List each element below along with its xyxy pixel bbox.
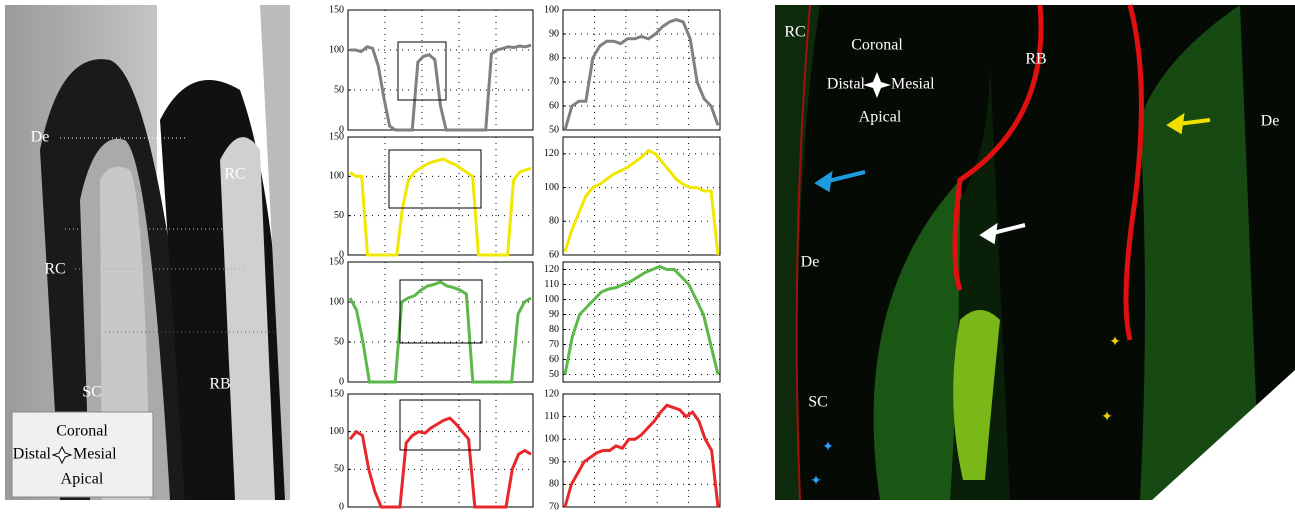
y-tick-label: 90 [549, 456, 559, 467]
zoom-box [399, 279, 483, 344]
image-label: De [206, 61, 225, 78]
y-tick-label: 60 [549, 100, 559, 111]
image-label: Distal [13, 446, 52, 463]
image-label: Mesial [73, 446, 117, 463]
image-label: 200 μm [1208, 456, 1258, 473]
image-label: Coronal [851, 37, 903, 54]
y-tick-label: 60 [549, 249, 559, 260]
image-label: Distal [827, 76, 866, 93]
plot-frame [562, 393, 721, 508]
y-tick-label: 100 [329, 426, 344, 437]
y-tick-label: 100 [544, 433, 559, 444]
y-tick-label: 80 [549, 324, 559, 335]
y-tick-label: 150 [329, 256, 344, 267]
line [563, 403, 720, 508]
y-tick-label: 80 [549, 479, 559, 490]
y-tick-label: 80 [549, 52, 559, 63]
y-tick-label: 120 [544, 388, 559, 399]
y-tick-label: 100 [329, 44, 344, 55]
y-tick-label: 50 [334, 464, 344, 475]
line [350, 43, 532, 132]
svg-text:✦: ✦ [810, 474, 822, 489]
y-tick-label: 0 [339, 501, 344, 511]
plot-frame [562, 261, 721, 383]
y-tick-label: 110 [544, 411, 559, 422]
zoom-box [397, 41, 447, 101]
y-tick-label: 150 [329, 131, 344, 142]
image-label: De [31, 129, 50, 146]
y-tick-label: 0 [339, 249, 344, 260]
fluorescence-image: ✦ ✦ ✦ ✦ [775, 4, 1295, 511]
y-tick-label: 50 [334, 84, 344, 95]
zoom-box [399, 399, 481, 451]
y-tick-label: 50 [549, 369, 559, 380]
y-tick-label: 110 [544, 279, 559, 290]
line [349, 157, 532, 257]
line [348, 280, 532, 384]
y-tick-label: 50 [549, 124, 559, 135]
y-tick-label: 100 [544, 182, 559, 193]
line [563, 148, 720, 256]
ct-image [5, 5, 290, 500]
y-tick-label: 100 [329, 171, 344, 182]
y-tick-label: 100 [329, 296, 344, 307]
y-tick-label: 50 [334, 210, 344, 221]
y-tick-label: 90 [549, 28, 559, 39]
y-tick-label: 70 [549, 339, 559, 350]
y-tick-label: 150 [329, 4, 344, 15]
image-label: Mesial [891, 76, 935, 93]
svg-text:✦: ✦ [822, 440, 834, 455]
image-label: RC [44, 261, 65, 278]
y-tick-label: 120 [544, 264, 559, 275]
image-label: De [1261, 113, 1280, 130]
image-label: De [801, 254, 820, 271]
y-tick-label: 0 [339, 376, 344, 387]
y-tick-label: 120 [544, 148, 559, 159]
plot-frame [347, 136, 534, 256]
image-label: RB [1025, 51, 1046, 68]
image-label: Coronal [56, 423, 108, 440]
y-tick-label: 100 [544, 4, 559, 15]
y-tick-label: 90 [549, 309, 559, 320]
image-label: Apical [61, 471, 104, 488]
y-tick-label: 70 [549, 501, 559, 511]
zoom-box [388, 149, 482, 209]
image-label: RC [224, 166, 245, 183]
image-label: RC [784, 24, 805, 41]
image-label: RB [209, 376, 230, 393]
y-tick-label: 150 [329, 388, 344, 399]
y-tick-label: 80 [549, 216, 559, 227]
line [348, 416, 532, 509]
svg-text:✦: ✦ [1101, 410, 1113, 425]
y-tick-label: 50 [334, 336, 344, 347]
line [563, 264, 720, 375]
line [563, 18, 720, 131]
svg-text:✦: ✦ [1109, 335, 1121, 350]
y-tick-label: 70 [549, 76, 559, 87]
image-label: SC [82, 384, 102, 401]
y-tick-label: 60 [549, 354, 559, 365]
image-label: SC [808, 394, 828, 411]
y-tick-label: 100 [544, 294, 559, 305]
y-tick-label: 0 [339, 124, 344, 135]
image-label: Apical [859, 109, 902, 126]
